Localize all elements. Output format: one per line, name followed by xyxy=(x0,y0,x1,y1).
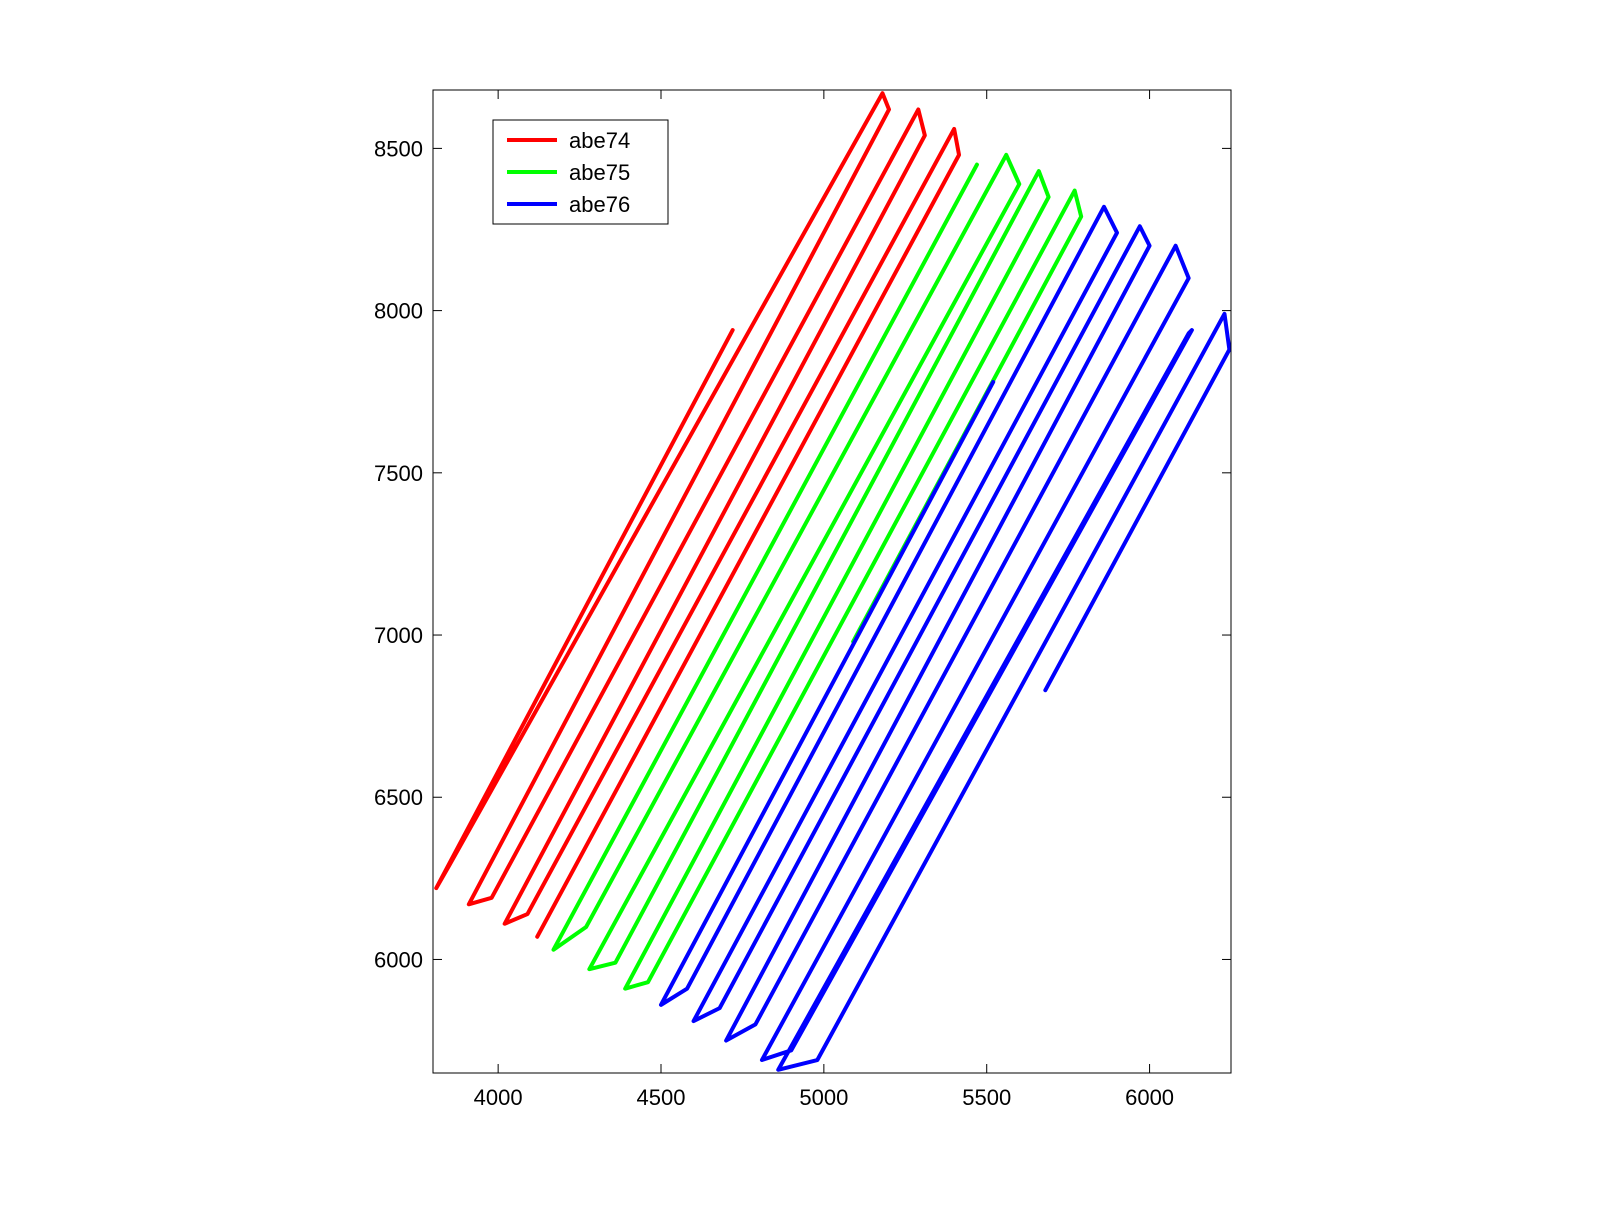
legend-label: abe75 xyxy=(569,160,630,185)
y-tick-label: 7000 xyxy=(374,623,423,648)
legend-label: abe74 xyxy=(569,128,630,153)
x-tick-label: 5500 xyxy=(962,1085,1011,1110)
y-tick-label: 6000 xyxy=(374,947,423,972)
series-line xyxy=(434,91,962,939)
x-tick-label: 5000 xyxy=(799,1085,848,1110)
axes-box xyxy=(432,89,1232,1074)
legend-label: abe76 xyxy=(569,192,630,217)
x-tick-label: 4000 xyxy=(474,1085,523,1110)
y-tick-label: 8000 xyxy=(374,299,423,324)
series-line xyxy=(659,204,1231,1072)
x-tick-label: 4500 xyxy=(637,1085,686,1110)
y-tick-label: 8500 xyxy=(374,136,423,161)
y-tick-label: 6500 xyxy=(374,785,423,810)
x-tick-label: 6000 xyxy=(1125,1085,1174,1110)
legend: abe74 abe75 abe76 xyxy=(492,119,669,225)
y-tick-label: 7500 xyxy=(374,461,423,486)
series-line xyxy=(551,152,1084,991)
